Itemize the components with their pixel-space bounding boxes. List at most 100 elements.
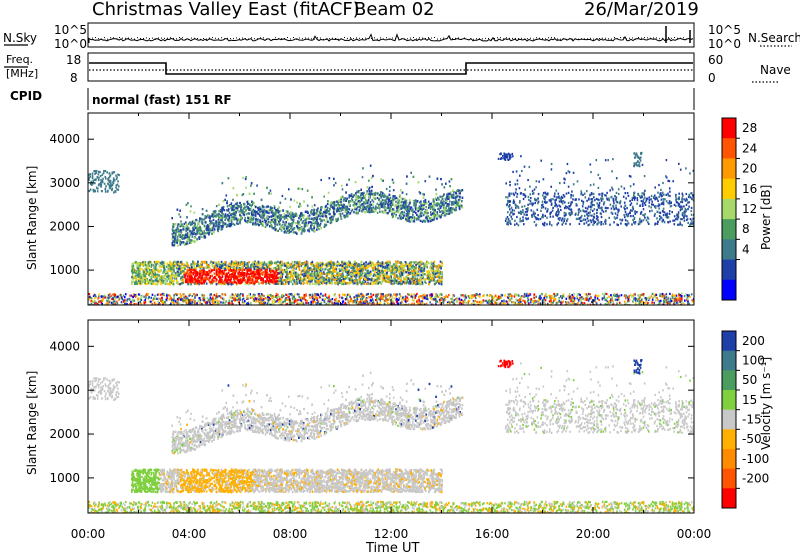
data-cell <box>251 265 254 269</box>
data-cell <box>412 277 415 280</box>
data-cell <box>388 260 391 263</box>
data-cell <box>436 272 439 275</box>
data-cell <box>248 276 250 279</box>
nsearch-point <box>650 37 651 39</box>
data-cell <box>428 283 430 286</box>
data-cell <box>280 266 282 269</box>
data-cell <box>391 269 394 272</box>
data-cell <box>378 262 381 265</box>
data-cell <box>292 277 295 280</box>
nsearch-point <box>113 37 114 39</box>
data-cell <box>319 279 321 282</box>
data-cell <box>226 275 229 278</box>
data-cell <box>179 283 181 286</box>
data-cell <box>425 277 428 281</box>
data-cell <box>157 260 160 263</box>
nsearch-point <box>161 37 162 39</box>
data-cell <box>301 273 304 276</box>
data-cell <box>141 263 143 266</box>
data-cell <box>286 268 288 271</box>
data-cell <box>398 265 401 268</box>
data-cell <box>283 264 286 267</box>
data-cell <box>150 269 153 272</box>
data-cell <box>331 261 334 264</box>
data-cell <box>313 271 316 274</box>
data-cell <box>413 275 416 278</box>
data-cell <box>371 261 374 264</box>
data-cell <box>331 275 334 278</box>
data-cell <box>421 281 424 284</box>
data-cell <box>370 278 373 282</box>
data-cell <box>434 280 437 283</box>
data-cell <box>347 262 349 265</box>
data-cell <box>178 261 180 264</box>
data-cell <box>166 263 169 267</box>
data-cell <box>155 268 158 271</box>
data-cell <box>348 271 351 274</box>
data-cell <box>219 279 221 282</box>
data-cell <box>419 282 421 285</box>
data-cell <box>395 270 398 273</box>
data-cell <box>420 273 423 277</box>
data-cell <box>377 264 380 267</box>
data-cell <box>310 280 313 283</box>
data-cell <box>321 282 324 285</box>
nsearch-point <box>518 38 519 40</box>
nsearch-point <box>476 38 477 40</box>
data-cell <box>273 272 275 275</box>
data-cell <box>237 261 240 264</box>
data-cell <box>437 266 439 269</box>
data-cell <box>135 282 137 285</box>
data-cell <box>339 281 341 284</box>
nsearch-point <box>662 37 663 39</box>
data-cell <box>230 281 233 284</box>
data-cell <box>405 262 407 265</box>
data-cell <box>439 275 442 278</box>
nsearch-point <box>605 37 606 39</box>
data-cell <box>415 272 417 275</box>
data-cell <box>399 261 401 264</box>
data-cell <box>275 281 278 284</box>
data-cell <box>325 282 328 285</box>
data-cell <box>156 274 159 277</box>
data-cell <box>413 261 415 264</box>
data-cell <box>366 266 369 269</box>
data-cell <box>163 275 166 278</box>
data-cell <box>248 261 250 264</box>
data-cell <box>229 280 231 283</box>
data-cell <box>253 265 255 268</box>
data-cell <box>241 265 244 268</box>
data-cell <box>389 266 392 269</box>
nsearch-point <box>233 38 234 40</box>
data-cell <box>360 265 363 268</box>
data-cell <box>304 276 307 279</box>
data-cell <box>253 262 256 266</box>
data-cell <box>198 280 200 283</box>
nsearch-point <box>635 38 636 40</box>
nsearch-label: N.Search <box>748 31 800 45</box>
data-cell <box>249 276 251 279</box>
data-cell <box>426 274 428 277</box>
nsearch-point <box>611 38 612 40</box>
data-cell <box>352 272 354 275</box>
data-cell <box>421 267 423 270</box>
data-cell <box>146 270 148 273</box>
data-cell <box>288 276 291 279</box>
nsearch-point <box>122 37 123 39</box>
noise-panel-frame <box>87 22 695 48</box>
data-cell <box>175 277 178 280</box>
nsearch-point <box>587 38 588 40</box>
data-cell <box>293 274 295 277</box>
data-cell <box>319 265 322 268</box>
data-cell <box>314 276 316 279</box>
nsearch-point <box>353 38 354 40</box>
data-cell <box>295 275 297 278</box>
data-cell <box>377 260 379 263</box>
data-cell <box>406 275 408 278</box>
data-cell <box>133 269 136 272</box>
nsearch-point <box>116 38 117 40</box>
data-cell <box>286 280 288 283</box>
data-cell <box>239 261 242 264</box>
data-cell <box>148 268 151 271</box>
nsearch-point <box>467 39 468 40</box>
